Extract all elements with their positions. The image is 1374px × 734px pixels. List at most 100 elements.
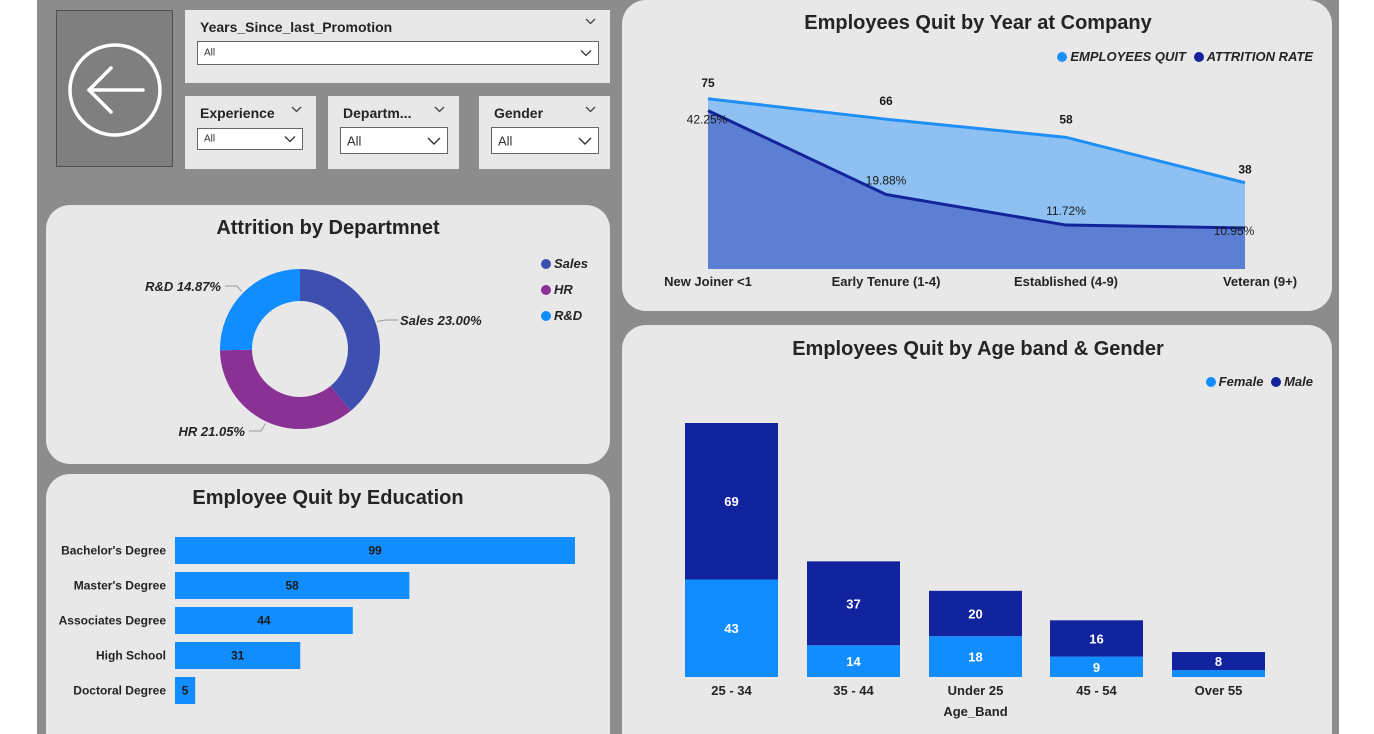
leader-line <box>377 319 398 322</box>
chevron-down-icon[interactable] <box>434 104 445 116</box>
year-chart-title: Employees Quit by Year at Company <box>804 12 1152 34</box>
experience-dropdown-value: All <box>204 133 216 145</box>
chevron-down-icon <box>580 50 592 57</box>
experience-slicer[interactable]: Experience All <box>185 96 316 169</box>
legend-dot <box>1205 377 1216 387</box>
education-bar[interactable] <box>175 572 410 599</box>
female-bar[interactable] <box>929 636 1022 677</box>
data-label: 66 <box>879 94 893 108</box>
legend-item-hr[interactable]: HR <box>541 277 588 303</box>
data-label: 5 <box>182 684 189 698</box>
donut-slice-rd[interactable] <box>219 269 300 351</box>
promotion-dropdown[interactable]: All <box>197 41 599 65</box>
female-bar[interactable] <box>1172 670 1265 677</box>
department-legend: Sales HR R&D <box>541 251 588 329</box>
legend-item-attrition-rate[interactable]: ATTRITION RATE <box>1193 49 1313 64</box>
legend-item-sales[interactable]: Sales <box>541 251 588 277</box>
female-bar[interactable] <box>685 579 778 677</box>
chevron-down-icon <box>578 137 592 145</box>
male-bar[interactable] <box>929 590 1022 637</box>
male-bar[interactable] <box>1050 620 1143 657</box>
data-label: 11.72% <box>1046 204 1086 218</box>
legend-item-male[interactable]: Male <box>1271 374 1313 389</box>
age-legend: Female Male <box>1205 374 1313 389</box>
tick-label: Early Tenure (1-4) <box>832 274 941 289</box>
tick-label: Master's Degree <box>74 579 167 593</box>
legend-item-female[interactable]: Female <box>1205 374 1264 389</box>
education-card: Employee Quit by Education Bachelor's De… <box>46 474 610 734</box>
legend-item-employees-quit[interactable]: EMPLOYEES QUIT <box>1057 49 1186 64</box>
tick-label: Under 25 <box>948 683 1004 698</box>
promotion-dropdown-value: All <box>204 47 216 59</box>
tick-label: 45 - 54 <box>1076 683 1117 698</box>
attrition-rate-area[interactable] <box>708 110 1245 269</box>
donut-slice-hr[interactable] <box>220 349 351 429</box>
legend-item-rd[interactable]: R&D <box>541 303 588 329</box>
age-stacked-bar-chart: 43 69 25 - 34 14 37 35 - 44 18 20 Under 25 9 16 45 … <box>685 423 1265 719</box>
data-label: 38 <box>1238 163 1252 177</box>
employees-quit-line <box>707 97 1246 185</box>
data-label: 19.88% <box>866 173 907 187</box>
gender-slicer[interactable]: Gender All <box>479 96 610 169</box>
legend-dot <box>541 311 551 321</box>
data-label: 9 <box>1093 660 1100 675</box>
year-card: Employees Quit by Year at Company EMPLOY… <box>622 0 1332 311</box>
donut-slice-sales[interactable] <box>300 269 381 411</box>
male-bar[interactable] <box>1172 652 1265 671</box>
data-label: 14 <box>846 654 861 669</box>
tick-label: Bachelor's Degree <box>61 544 166 558</box>
year-area-chart: 75 66 58 38 42.25% 19.88% 11.72% 10.95% New Join… <box>664 76 1297 289</box>
department-chart-title: Attrition by Departmnet <box>216 217 440 239</box>
education-chart-title: Employee Quit by Education <box>192 487 464 509</box>
age-card: Employees Quit by Age band & Gender Fema… <box>622 325 1332 734</box>
experience-dropdown[interactable]: All <box>197 128 303 150</box>
chevron-down-icon[interactable] <box>291 104 302 116</box>
leader-line <box>249 423 266 432</box>
legend-dot <box>1057 52 1068 62</box>
chevron-down-icon[interactable] <box>585 104 596 116</box>
data-label: 18 <box>968 650 982 665</box>
legend-label: HR <box>554 282 573 297</box>
tick-label: 35 - 44 <box>833 683 874 698</box>
legend-dot <box>1271 377 1282 387</box>
report-canvas: Years_Since_last_Promotion All Experienc… <box>37 0 1339 734</box>
data-label: 31 <box>231 649 245 663</box>
leader-line <box>225 285 242 292</box>
male-bar[interactable] <box>807 561 900 646</box>
tick-label: Established (4-9) <box>1014 274 1118 289</box>
gender-dropdown[interactable]: All <box>491 127 599 154</box>
legend-label: Female <box>1218 374 1264 389</box>
arrow-left-icon <box>68 43 162 137</box>
education-bar[interactable] <box>175 677 196 704</box>
data-label: 20 <box>968 607 982 622</box>
female-bar[interactable] <box>1050 656 1143 677</box>
legend-label: EMPLOYEES QUIT <box>1070 49 1186 64</box>
data-label: 58 <box>285 579 299 593</box>
female-bar[interactable] <box>807 645 900 677</box>
chevron-down-icon[interactable] <box>585 16 596 28</box>
tick-label: Associates Degree <box>59 614 167 628</box>
chevron-down-icon <box>284 136 296 143</box>
education-bar[interactable] <box>175 537 575 564</box>
legend-label: Male <box>1284 374 1313 389</box>
education-bar[interactable] <box>175 642 301 669</box>
data-label: 99 <box>368 544 382 558</box>
data-label: 8 <box>1215 654 1222 669</box>
tick-label: New Joiner <1 <box>664 274 752 289</box>
legend-label: ATTRITION RATE <box>1206 49 1313 64</box>
department-slicer[interactable]: Departm... All <box>328 96 459 169</box>
attrition-rate-line <box>707 109 1246 230</box>
male-bar[interactable] <box>685 423 778 580</box>
promotion-slicer[interactable]: Years_Since_last_Promotion All <box>185 10 610 83</box>
data-label: 58 <box>1059 112 1073 126</box>
department-slicer-label: Departm... <box>343 105 412 121</box>
department-card: Attrition by Departmnet Sales 23.00% HR 2… <box>46 205 610 464</box>
back-button[interactable] <box>56 10 173 167</box>
tick-label: 25 - 34 <box>711 683 752 698</box>
education-bar[interactable] <box>175 607 353 634</box>
legend-label: R&D <box>554 308 583 323</box>
education-bar-chart: Bachelor's Degree 99 Master's Degree 58 Asso… <box>59 537 575 704</box>
gender-slicer-label: Gender <box>494 105 544 121</box>
department-dropdown[interactable]: All <box>340 127 448 154</box>
promotion-slicer-label: Years_Since_last_Promotion <box>200 19 393 35</box>
